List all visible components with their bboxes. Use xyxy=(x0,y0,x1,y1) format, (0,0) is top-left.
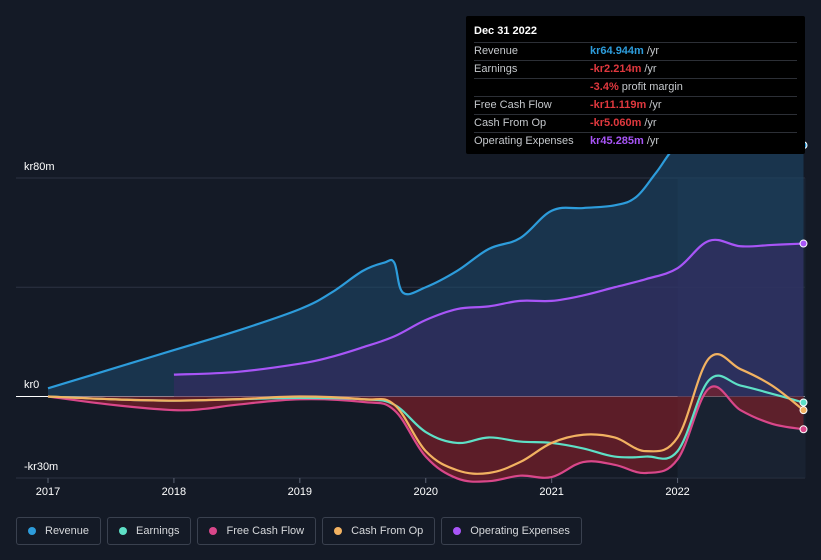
y-label-top: kr80m xyxy=(24,161,55,173)
tooltip-date: Dec 31 2022 xyxy=(474,24,797,43)
tooltip-row: Free Cash Flow -kr11.119m/yr xyxy=(474,97,797,115)
legend-dot-icon xyxy=(334,527,343,535)
legend-label: Cash From Op xyxy=(351,525,424,537)
legend-label: Operating Expenses xyxy=(470,525,570,537)
legend-dot-icon xyxy=(453,527,462,535)
free-cash-flow-line xyxy=(47,385,804,483)
x-axis-ticks: 2017 2018 2019 2020 2021 2022 xyxy=(36,478,690,498)
legend-item-free-cash-flow[interactable]: Free Cash Flow xyxy=(197,517,317,545)
tooltip-row: Cash From Op -kr5.060m/yr xyxy=(474,115,797,133)
tooltip-row-unit: /yr xyxy=(646,45,660,57)
tooltip-row-value: -kr11.119m xyxy=(590,99,647,111)
cash-from-op-endpoint xyxy=(799,406,808,415)
legend-item-earnings[interactable]: Earnings xyxy=(107,517,192,545)
legend-dot-icon xyxy=(28,527,36,535)
tooltip-row-label: Cash From Op xyxy=(474,117,547,129)
tooltip-row-label: Free Cash Flow xyxy=(474,99,552,111)
tooltip-row-label xyxy=(474,79,590,96)
tooltip-row-value: kr64.944m xyxy=(590,45,644,57)
tooltip-row-value: -kr5.060m xyxy=(590,117,642,129)
legend-dot-icon xyxy=(119,527,128,535)
legend-item-operating-expenses[interactable]: Operating Expenses xyxy=(441,517,582,545)
legend-item-revenue[interactable]: Revenue xyxy=(16,517,102,545)
tooltip-row-unit: profit margin xyxy=(621,81,683,93)
free-cash-flow-area xyxy=(48,386,804,482)
tooltip-row-value: kr45.285m xyxy=(590,135,644,147)
tooltip-row-unit: /yr xyxy=(644,117,657,129)
legend-label: Earnings xyxy=(136,525,180,537)
y-label-bottom: -kr30m xyxy=(24,461,58,473)
x-tick-label-2022: 2022 xyxy=(665,486,689,498)
tooltip-row: -3.4% profit margin xyxy=(474,79,797,97)
x-tick-label-2021: 2021 xyxy=(539,486,563,498)
tooltip-row-label: Revenue xyxy=(474,45,519,57)
operating-expenses-endpoint xyxy=(799,239,808,248)
legend-item-cash-from-op[interactable]: Cash From Op xyxy=(322,517,436,545)
x-tick-label-2017: 2017 xyxy=(36,486,60,498)
x-tick-label-2019: 2019 xyxy=(288,486,312,498)
legend-label: Revenue xyxy=(45,525,90,537)
x-tick-label-2018: 2018 xyxy=(162,486,186,498)
chart-endpoints xyxy=(799,141,808,434)
free-cash-flow-endpoint xyxy=(799,425,808,434)
earnings-endpoint xyxy=(799,398,808,407)
tooltip-row: Revenue kr64.944m/yr xyxy=(474,43,797,61)
tooltip-row-value: -3.4% xyxy=(590,81,619,93)
legend-label: Free Cash Flow xyxy=(226,525,305,537)
chart-legend: Revenue Earnings Free Cash Flow Cash From O… xyxy=(16,517,582,545)
x-tick-label-2020: 2020 xyxy=(414,486,438,498)
operating-expenses-line xyxy=(173,238,804,376)
data-tooltip: Dec 31 2022 Revenue kr64.944m/yr Earnings -… xyxy=(466,16,805,154)
tooltip-row: Earnings -kr2.214m/yr xyxy=(474,61,797,79)
tooltip-rows: Revenue kr64.944m/yr Earnings -kr2.214m/yr -… xyxy=(474,43,797,150)
tooltip-row: Operating Expenses kr45.285m/yr xyxy=(474,133,797,150)
tooltip-row-label: Earnings xyxy=(474,63,518,75)
tooltip-row-value: -kr2.214m xyxy=(590,63,642,75)
cash-from-op-line xyxy=(47,353,805,475)
tooltip-row-unit: /yr xyxy=(646,135,660,147)
tooltip-row-unit: /yr xyxy=(644,63,657,75)
tooltip-row-unit: /yr xyxy=(649,99,662,111)
y-label-zero: kr0 xyxy=(24,379,39,391)
tooltip-row-label: Operating Expenses xyxy=(474,135,574,147)
legend-dot-icon xyxy=(209,527,218,535)
